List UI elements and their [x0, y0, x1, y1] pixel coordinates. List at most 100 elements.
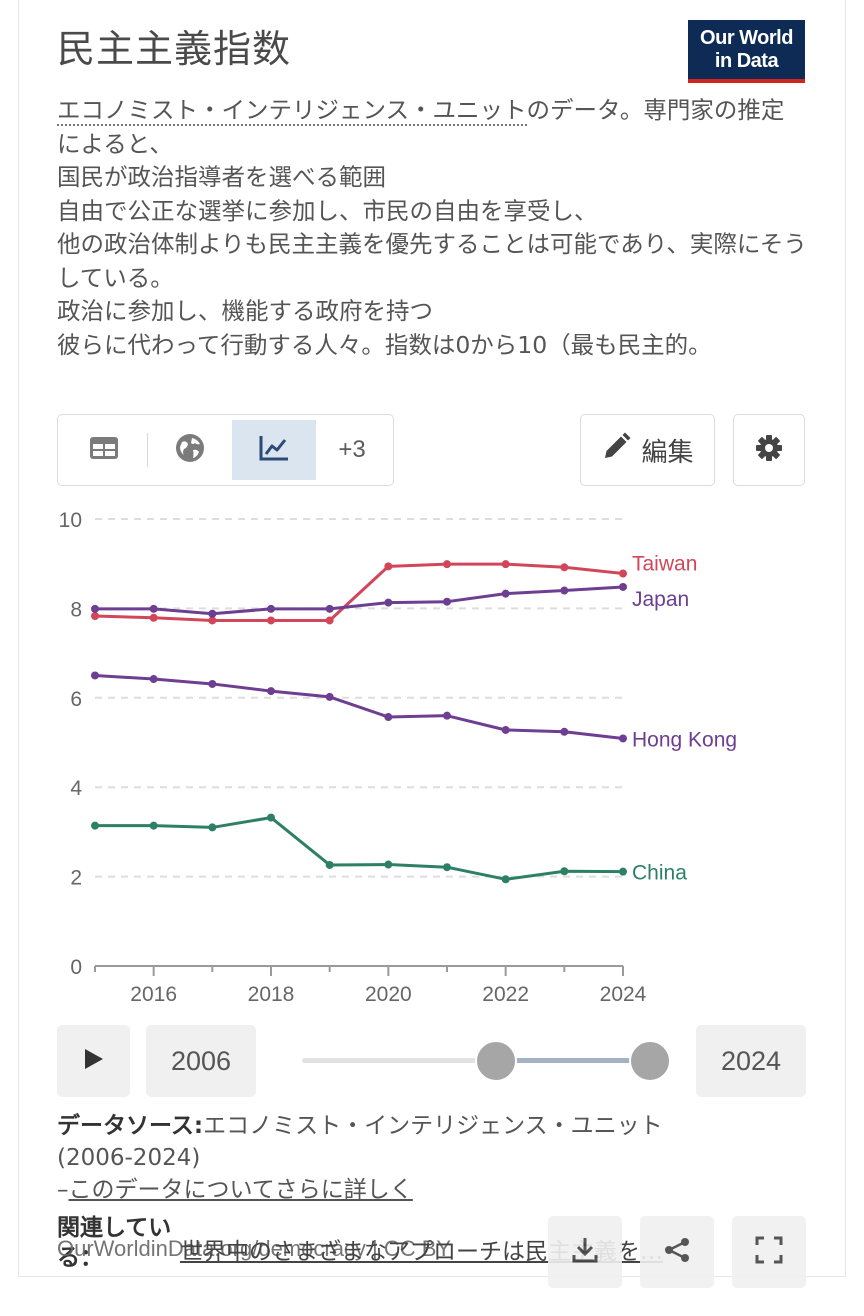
map-tab[interactable] — [148, 420, 232, 480]
data-point — [91, 821, 99, 830]
y-tick-label: 0 — [70, 956, 82, 979]
owid-logo[interactable]: Our World in Data — [688, 20, 805, 83]
data-point — [384, 713, 393, 722]
series-label: Hong Kong — [632, 728, 737, 751]
chart-tab[interactable] — [232, 420, 316, 480]
data-point — [560, 563, 569, 572]
series-line-japan — [95, 585, 624, 616]
timeline-selected-range — [496, 1058, 650, 1063]
chart-subtitle: エコノミスト・インテリジェンス・ユニットのデータ。専門家の推定によると、 国民が政… — [57, 94, 807, 362]
end-year-label: 2024 — [720, 1045, 782, 1076]
data-point — [325, 692, 334, 701]
download-button[interactable] — [548, 1216, 622, 1288]
subtitle-text: のデータ。専門家の推定によると、 国民が政治指導者を選べる範囲 自由で公正な選挙に参… — [57, 96, 807, 359]
play-icon — [83, 1047, 105, 1075]
data-point — [149, 821, 158, 830]
data-point — [91, 611, 99, 620]
data-point — [384, 860, 393, 869]
page-title: 民主主義指数 — [57, 27, 292, 71]
view-toolbar: +3 — [57, 414, 394, 486]
data-point — [619, 582, 627, 591]
start-year-box[interactable]: 2006 — [146, 1025, 256, 1097]
line-chart-icon — [258, 434, 290, 466]
y-tick-label: 8 — [70, 598, 82, 621]
data-point — [501, 875, 510, 884]
toolbar-divider — [147, 433, 148, 467]
source-label: データソース: — [57, 1113, 204, 1139]
expand-icon — [754, 1235, 784, 1269]
table-tab[interactable] — [62, 420, 146, 480]
data-point — [91, 604, 99, 613]
data-point — [560, 727, 569, 736]
data-point — [619, 569, 627, 578]
series-line-taiwan — [94, 562, 624, 622]
data-point — [443, 597, 451, 606]
expand-button[interactable] — [732, 1216, 806, 1288]
pencil-icon — [601, 432, 631, 469]
data-point — [325, 604, 334, 613]
related-label-text: 関連している： — [57, 1215, 172, 1271]
y-tick-label: 10 — [59, 509, 82, 532]
data-point — [149, 604, 158, 613]
chart-url: OurWorldinData.org/democracy | CC BY — [57, 1236, 452, 1261]
settings-button[interactable] — [733, 414, 805, 486]
timeline-start-handle[interactable] — [475, 1040, 517, 1082]
y-tick-label: 2 — [70, 867, 82, 890]
line-chart: 0 2 4 6 8 10 2016 2018 2020 2022 2024 Taiwan Japan Ho… — [59, 509, 737, 1006]
related-label: 関連している： — [57, 1213, 177, 1273]
data-point — [501, 725, 510, 734]
series-line-china — [95, 816, 624, 881]
data-point — [384, 562, 393, 571]
start-year-label: 2006 — [170, 1045, 232, 1076]
data-point — [208, 616, 217, 625]
x-tick-label: 2022 — [482, 983, 529, 1006]
source-link[interactable]: エコノミスト・インテリジェンス・ユニット — [57, 96, 527, 126]
more-prefix: – — [57, 1177, 69, 1203]
data-point — [560, 586, 569, 595]
data-point — [149, 675, 158, 684]
data-point — [208, 609, 217, 618]
y-tick-label: 4 — [70, 777, 82, 800]
logo-line1: Our World — [700, 27, 793, 49]
learn-more-link[interactable]: このデータについてさらに詳しく — [68, 1177, 413, 1203]
x-tick-label: 2016 — [130, 983, 177, 1006]
globe-icon — [175, 433, 205, 467]
data-point — [325, 860, 334, 869]
y-tick-label: 6 — [70, 688, 82, 711]
data-point — [443, 711, 451, 720]
source-range: (2006-2024) — [57, 1145, 201, 1171]
x-tick-label: 2020 — [365, 983, 412, 1006]
data-point — [619, 867, 627, 876]
data-point — [501, 560, 510, 569]
series-line-hong-kong — [94, 673, 624, 740]
data-point — [443, 863, 451, 872]
chart-card — [18, 0, 846, 1277]
logo-line2: in Data — [714, 50, 779, 72]
table-icon — [89, 436, 119, 464]
timeline-end-handle[interactable] — [629, 1040, 671, 1082]
series-label: Taiwan — [632, 553, 697, 576]
data-point — [149, 613, 158, 622]
data-point — [560, 867, 569, 876]
data-point — [208, 679, 217, 688]
more-tabs-label: +3 — [338, 436, 366, 463]
data-source: データソース:エコノミスト・インテリジェンス・ユニット (2006-2024) … — [57, 1110, 817, 1206]
end-year-box[interactable]: 2024 — [696, 1025, 806, 1097]
data-point — [208, 823, 217, 832]
more-tabs-button[interactable]: +3 — [312, 420, 392, 480]
edit-label: 編集 — [641, 437, 694, 468]
share-button[interactable] — [640, 1216, 714, 1288]
play-button[interactable] — [57, 1025, 130, 1097]
edit-button[interactable]: 編集 — [580, 414, 715, 486]
x-tick-label: 2024 — [600, 983, 647, 1006]
series-label: Japan — [632, 588, 689, 611]
data-point — [325, 616, 334, 625]
source-name: エコノミスト・インテリジェンス・ユニット — [203, 1113, 663, 1139]
data-point — [267, 604, 275, 613]
download-icon — [570, 1235, 600, 1269]
data-point — [267, 616, 275, 625]
data-point — [267, 813, 275, 822]
x-tick-label: 2018 — [248, 983, 295, 1006]
data-point — [501, 589, 510, 598]
data-point — [267, 687, 275, 696]
